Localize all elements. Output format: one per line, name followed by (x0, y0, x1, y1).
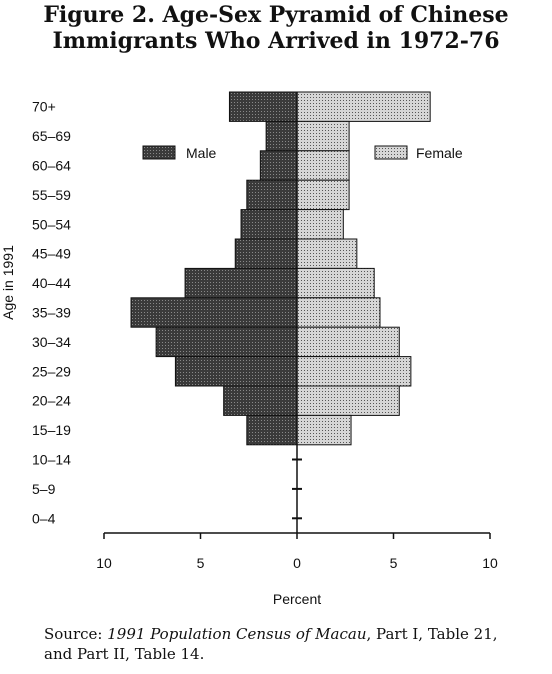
age-label-7: 35–39 (32, 305, 71, 321)
legend-female-swatch (374, 145, 408, 160)
bar-female-8 (296, 326, 400, 358)
bar-male-0 (228, 91, 298, 122)
bar-male-2 (259, 150, 298, 181)
bar-female-11 (296, 414, 352, 446)
age-label-8: 30–34 (32, 334, 71, 350)
age-label-13: 5–9 (32, 481, 56, 497)
bar-male-6 (184, 267, 298, 299)
bar-male-9 (174, 356, 298, 387)
bar-male-5 (234, 238, 298, 269)
age-label-5: 45–49 (32, 246, 71, 262)
bar-male-10 (223, 385, 298, 416)
x-axis-title: Percent (273, 591, 321, 607)
chart-title-line-1: Figure 2. Age-Sex Pyramid of Chinese (43, 2, 509, 28)
chart-title-line-2: Immigrants Who Arrived in 1972-76 (52, 28, 500, 54)
x-tick-label-1: 5 (197, 555, 205, 571)
age-label-12: 10–14 (32, 452, 71, 468)
bar-female-4 (296, 209, 344, 240)
bar-female-0 (296, 91, 431, 122)
legend-male-swatch (142, 145, 176, 160)
bar-male-3 (246, 179, 298, 211)
age-label-1: 65–69 (32, 128, 71, 144)
age-label-0: 70+ (32, 99, 56, 115)
age-label-4: 50–54 (32, 216, 71, 232)
legend-female-label: Female (416, 145, 463, 161)
age-label-9: 25–29 (32, 363, 71, 379)
bar-male-4 (240, 209, 298, 240)
source-note: Source: 1991 Population Census of Macau,… (44, 624, 544, 664)
bar-female-7 (296, 297, 381, 328)
legend-male-label: Male (186, 145, 217, 161)
age-label-14: 0–4 (32, 510, 56, 526)
source-title: 1991 Population Census of Macau (107, 625, 367, 643)
bar-male-11 (246, 414, 298, 446)
age-label-10: 20–24 (32, 393, 71, 409)
bar-female-1 (296, 120, 350, 152)
bar-female-3 (296, 179, 350, 211)
x-tick-label-3: 5 (390, 555, 398, 571)
y-axis-title: Age in 1991 (0, 245, 16, 320)
source-prefix: Source: (44, 625, 108, 643)
x-tick-label-0: 10 (96, 555, 112, 571)
bar-male-1 (265, 120, 298, 152)
age-label-6: 40–44 (32, 275, 71, 291)
bar-female-6 (296, 267, 375, 299)
source-detail: , Part I, Table 21, (366, 625, 498, 643)
bar-male-8 (155, 326, 298, 358)
x-tick-label-4: 10 (482, 555, 498, 571)
age-label-3: 55–59 (32, 187, 71, 203)
pyramid-chart: 70+ 65–69 60–64 55–59 50–54 45–49 40–44 35–39 30… (0, 91, 498, 607)
bar-female-5 (296, 238, 358, 269)
bar-male-7 (130, 297, 298, 328)
source-detail-2: and Part II, Table 14. (44, 645, 205, 663)
bar-female-2 (296, 150, 350, 181)
age-label-11: 15–19 (32, 422, 71, 438)
bar-female-9 (296, 356, 412, 387)
x-tick-label-2: 0 (293, 555, 301, 571)
bar-female-10 (296, 385, 400, 416)
age-label-2: 60–64 (32, 158, 71, 174)
